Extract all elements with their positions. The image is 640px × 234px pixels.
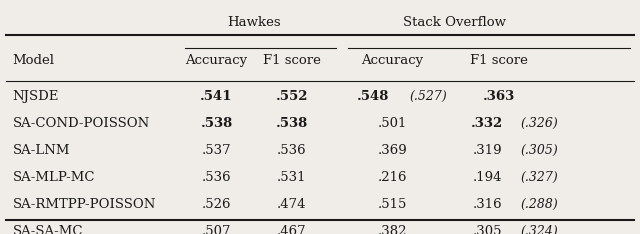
Text: .305: .305 (473, 225, 502, 234)
Text: Accuracy: Accuracy (361, 55, 423, 67)
Text: (.305): (.305) (521, 144, 558, 157)
Text: .538: .538 (276, 117, 308, 130)
Text: NJSDE: NJSDE (13, 90, 59, 102)
Text: .507: .507 (202, 225, 231, 234)
Text: (.527): (.527) (410, 90, 447, 102)
Text: (.324): (.324) (521, 225, 558, 234)
Text: SA-LNM: SA-LNM (13, 144, 70, 157)
Text: SA-RMTPP-POISSON: SA-RMTPP-POISSON (13, 198, 156, 211)
Text: .194: .194 (473, 171, 502, 184)
Text: Model: Model (13, 55, 54, 67)
Text: (.327): (.327) (521, 171, 558, 184)
Text: Stack Overflow: Stack Overflow (403, 16, 506, 29)
Text: .548: .548 (357, 90, 390, 102)
Text: .538: .538 (200, 117, 232, 130)
Text: .316: .316 (473, 198, 502, 211)
Text: .541: .541 (200, 90, 233, 102)
Text: .474: .474 (277, 198, 307, 211)
Text: Accuracy: Accuracy (186, 55, 248, 67)
Text: (.288): (.288) (521, 198, 558, 211)
Text: .363: .363 (483, 90, 515, 102)
Text: .216: .216 (378, 171, 407, 184)
Text: SA-SA-MC: SA-SA-MC (13, 225, 83, 234)
Text: .536: .536 (202, 171, 231, 184)
Text: .467: .467 (277, 225, 307, 234)
Text: .552: .552 (276, 90, 308, 102)
Text: F1 score: F1 score (263, 55, 321, 67)
Text: .332: .332 (471, 117, 504, 130)
Text: .382: .382 (378, 225, 407, 234)
Text: .531: .531 (277, 171, 307, 184)
Text: .526: .526 (202, 198, 231, 211)
Text: .319: .319 (473, 144, 502, 157)
Text: (.326): (.326) (521, 117, 558, 130)
Text: .515: .515 (378, 198, 407, 211)
Text: F1 score: F1 score (470, 55, 528, 67)
Text: .536: .536 (277, 144, 307, 157)
Text: .501: .501 (378, 117, 407, 130)
Text: Hawkes: Hawkes (227, 16, 281, 29)
Text: SA-COND-POISSON: SA-COND-POISSON (13, 117, 150, 130)
Text: SA-MLP-MC: SA-MLP-MC (13, 171, 95, 184)
Text: .537: .537 (202, 144, 231, 157)
Text: .369: .369 (377, 144, 407, 157)
